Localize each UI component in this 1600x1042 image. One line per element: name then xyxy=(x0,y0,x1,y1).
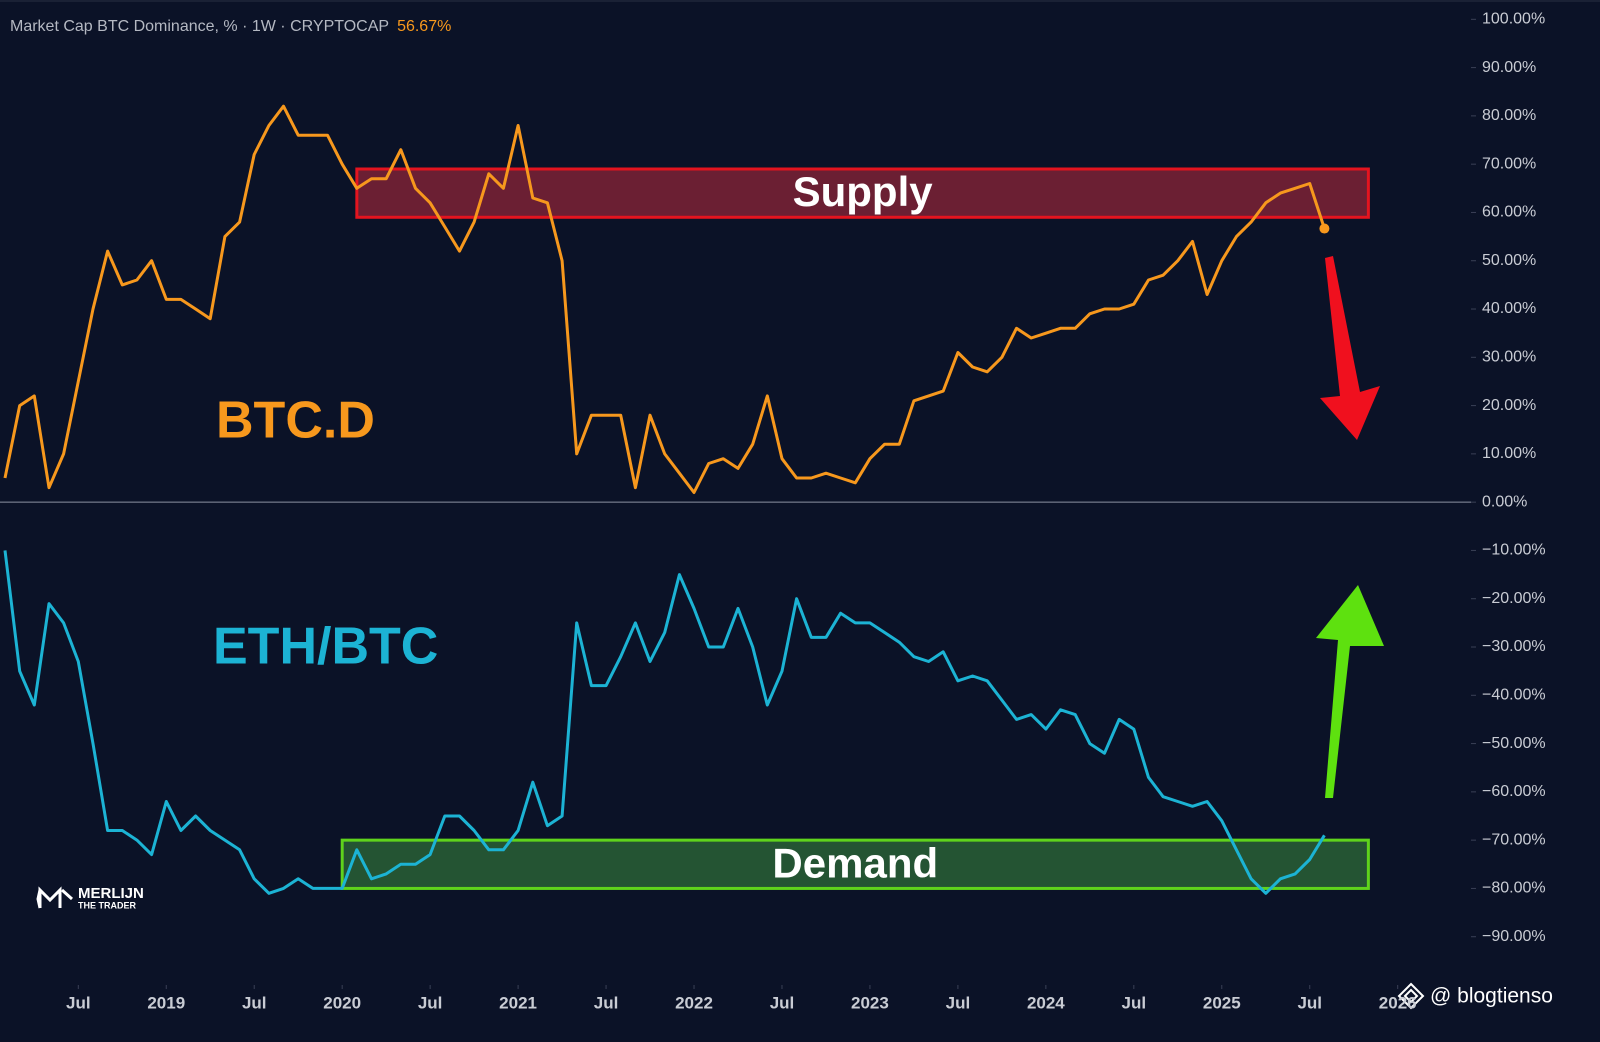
zones: Supply Demand xyxy=(340,167,1370,890)
x-tick-label: Jul xyxy=(1122,993,1147,1012)
y-tick-label: 10.00% xyxy=(1482,445,1536,462)
x-tick-label: 2023 xyxy=(851,993,889,1012)
y-tick-label: −90.00% xyxy=(1482,928,1546,945)
x-tick-label: 2024 xyxy=(1027,993,1065,1012)
y-tick-label: 70.00% xyxy=(1482,155,1536,172)
last-point xyxy=(1319,223,1330,234)
x-tick-label: 2025 xyxy=(1203,993,1241,1012)
y-tick-label: 0.00% xyxy=(1482,493,1527,510)
x-tick-label: 2026 xyxy=(1379,993,1417,1012)
y-tick-label: −30.00% xyxy=(1482,638,1546,655)
logo: MERLIJN THE TRADER xyxy=(36,885,144,910)
series-line xyxy=(3,550,1326,895)
lines xyxy=(3,104,1330,895)
y-tick-label: −60.00% xyxy=(1482,783,1546,800)
chart-header: Market Cap BTC Dominance, % · 1W · CRYPT… xyxy=(10,18,451,35)
y-tick-label: 100.00% xyxy=(1482,11,1545,28)
x-tick-label: Jul xyxy=(770,993,795,1012)
y-tick-label: −80.00% xyxy=(1482,880,1546,897)
zone xyxy=(340,838,1370,890)
x-tick-label: Jul xyxy=(946,993,971,1012)
logo-text: MERLIJN xyxy=(78,885,144,902)
watermark-text: @ blogtienso xyxy=(1430,985,1553,1008)
series-labels: BTC.D ETH/BTC xyxy=(213,392,438,676)
zone xyxy=(355,167,1370,219)
y-tick-label: −70.00% xyxy=(1482,831,1546,848)
x-tick-label: 2019 xyxy=(147,993,185,1012)
y-tick-label: −40.00% xyxy=(1482,687,1546,704)
series-label: ETH/BTC xyxy=(213,618,438,676)
watermark-icon xyxy=(1397,982,1425,1010)
y-tick-label: −10.00% xyxy=(1482,542,1546,559)
x-tick-label: Jul xyxy=(418,993,443,1012)
series-label: BTC.D xyxy=(216,392,375,450)
down-arrow xyxy=(1320,256,1380,440)
x-tick-label: 2020 xyxy=(323,993,361,1012)
x-tick-label: 2022 xyxy=(675,993,713,1012)
x-tick-label: Jul xyxy=(594,993,619,1012)
x-tick-label: Jul xyxy=(242,993,267,1012)
current-value: 56.67% xyxy=(397,18,451,35)
y-tick-label: 40.00% xyxy=(1482,300,1536,317)
y-tick-label: −50.00% xyxy=(1482,735,1546,752)
y-tick-label: 80.00% xyxy=(1482,107,1536,124)
y-tick-label: 90.00% xyxy=(1482,59,1536,76)
zone-label: Supply xyxy=(793,168,934,215)
y-tick-label: 30.00% xyxy=(1482,349,1536,366)
up-arrow xyxy=(1316,585,1384,798)
y-tick-label: 20.00% xyxy=(1482,397,1536,414)
y-tick-label: 60.00% xyxy=(1482,204,1536,221)
x-tick-label: 2021 xyxy=(499,993,537,1012)
series-line xyxy=(3,104,1326,494)
logo-subtext: THE TRADER xyxy=(78,900,136,910)
x-tick-label: Jul xyxy=(1297,993,1322,1012)
chart-title: Market Cap BTC Dominance, % · 1W · CRYPT… xyxy=(10,18,389,35)
y-tick-label: 50.00% xyxy=(1482,252,1536,269)
logo-icon xyxy=(36,886,74,909)
watermark: @ blogtienso xyxy=(1397,982,1553,1010)
zone-label: Demand xyxy=(772,839,938,886)
x-tick-label: Jul xyxy=(66,993,91,1012)
y-tick-label: −20.00% xyxy=(1482,590,1546,607)
